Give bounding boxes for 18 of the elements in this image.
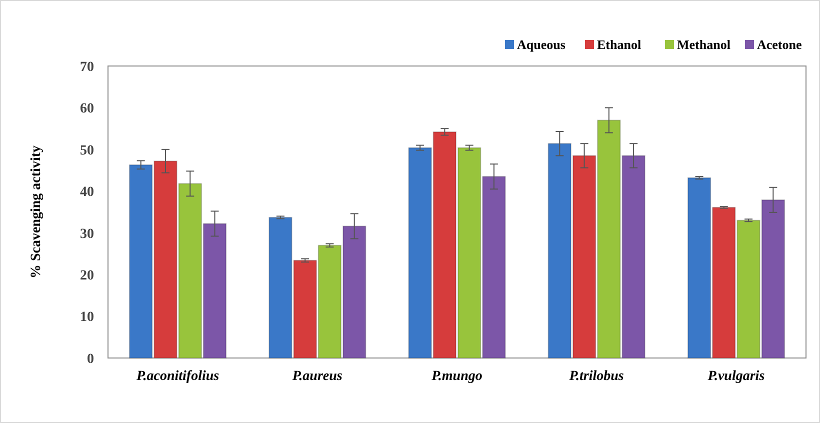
y-tick-label: 40: [80, 185, 94, 200]
y-tick-label: 30: [80, 226, 94, 242]
legend-label: Methanol: [677, 37, 731, 52]
y-tick-label: 20: [80, 268, 94, 284]
y-tick-label: 0: [87, 352, 94, 367]
y-tick-label: 70: [80, 60, 94, 75]
legend-label: Ethanol: [597, 37, 642, 52]
legend-label: Aqueous: [517, 37, 566, 52]
y-axis-title: % Scavenging activity: [29, 146, 44, 278]
y-tick-label: 50: [80, 143, 94, 158]
y-tick-label: 10: [80, 310, 94, 326]
legend-label: Acetone: [757, 37, 802, 52]
x-tick-label: P.aureus: [292, 369, 343, 384]
x-tick-label: P.aconitifolius: [136, 369, 220, 384]
x-tick-label: P.mungo: [432, 369, 482, 384]
y-tick-label: 60: [80, 102, 94, 117]
x-tick-label: P.vulgaris: [708, 369, 766, 384]
x-tick-label: P.trilobus: [569, 369, 624, 384]
